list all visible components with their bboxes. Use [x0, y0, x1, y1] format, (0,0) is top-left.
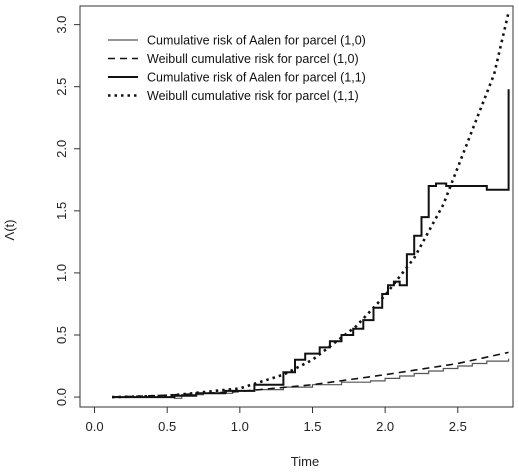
y-axis-title: Λ(t): [2, 220, 17, 241]
x-tick-label: 0.0: [85, 419, 103, 434]
legend: Cumulative risk of Aalen for parcel (1,0…: [108, 34, 366, 103]
legend-label: Cumulative risk of Aalen for parcel (1,1…: [147, 71, 366, 85]
x-tick-label: 2.5: [449, 419, 467, 434]
y-tick-label: 1.0: [54, 264, 69, 282]
y-axis: 0.0 0.5 1.0 1.5 2.0 2.5 3.0: [54, 16, 80, 406]
plot-frame: [79, 5, 514, 408]
x-axis-title: Time: [291, 454, 319, 469]
x-tick-label: 1.5: [303, 419, 321, 434]
y-tick-label: 3.0: [54, 16, 69, 34]
weibull-parcel-1-1-curve: [111, 11, 510, 399]
x-axis: 0.0 0.5 1.0 1.5 2.0 2.5: [85, 407, 467, 434]
y-tick-label: 2.0: [54, 140, 69, 158]
legend-label: Weibull cumulative risk for parcel (1,1): [147, 89, 359, 103]
y-tick-label: 0.5: [54, 326, 69, 344]
curves: [111, 11, 510, 399]
y-tick-label: 0.0: [54, 388, 69, 406]
x-tick-label: 1.0: [231, 419, 249, 434]
aalen-parcel-1-0-curve: [112, 358, 510, 399]
x-tick-label: 0.5: [158, 419, 176, 434]
y-tick-label: 2.5: [54, 78, 69, 96]
weibull-parcel-1-0-curve: [111, 351, 509, 398]
legend-label: Cumulative risk of Aalen for parcel (1,0…: [147, 34, 366, 48]
x-tick-label: 2.0: [376, 419, 394, 434]
y-tick-label: 1.5: [54, 202, 69, 220]
legend-label: Weibull cumulative risk for parcel (1,0): [147, 52, 359, 66]
aalen-parcel-1-1-curve: [112, 89, 510, 399]
